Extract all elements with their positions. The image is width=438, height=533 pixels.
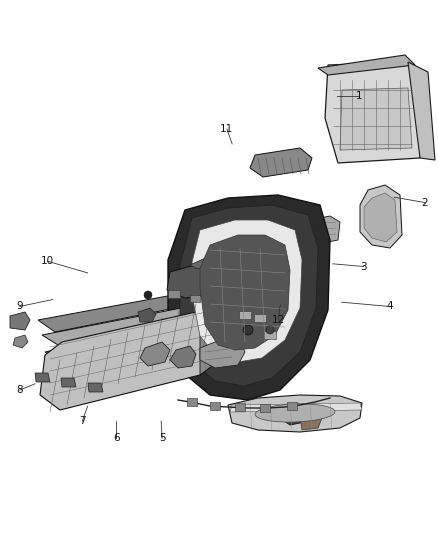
Polygon shape — [364, 193, 397, 242]
Polygon shape — [264, 331, 276, 339]
Circle shape — [266, 326, 274, 334]
Text: 2: 2 — [421, 198, 428, 207]
Polygon shape — [287, 402, 297, 410]
Text: 8: 8 — [16, 385, 23, 395]
Polygon shape — [210, 402, 220, 410]
Polygon shape — [250, 148, 312, 177]
Circle shape — [243, 325, 253, 335]
Polygon shape — [138, 308, 156, 322]
Polygon shape — [340, 88, 412, 150]
Polygon shape — [168, 195, 330, 400]
Text: 4: 4 — [386, 302, 393, 311]
Polygon shape — [254, 314, 266, 322]
Text: 11: 11 — [220, 124, 233, 134]
Text: 12: 12 — [272, 315, 285, 325]
Polygon shape — [239, 311, 251, 319]
Polygon shape — [408, 62, 435, 160]
Polygon shape — [35, 373, 50, 382]
Polygon shape — [45, 318, 218, 363]
Polygon shape — [318, 55, 415, 75]
Text: 10: 10 — [41, 256, 54, 266]
Polygon shape — [218, 250, 238, 263]
Text: 9: 9 — [16, 302, 23, 311]
Polygon shape — [190, 255, 225, 270]
Text: 3: 3 — [360, 262, 367, 271]
Polygon shape — [300, 412, 322, 430]
Polygon shape — [235, 403, 245, 411]
Polygon shape — [190, 295, 200, 302]
Polygon shape — [42, 304, 216, 345]
Ellipse shape — [255, 404, 335, 422]
Circle shape — [144, 291, 152, 299]
Polygon shape — [325, 62, 420, 163]
Polygon shape — [167, 265, 225, 298]
Text: 6: 6 — [113, 433, 120, 443]
Polygon shape — [180, 205, 318, 386]
Polygon shape — [280, 404, 308, 425]
Polygon shape — [192, 220, 302, 362]
Polygon shape — [200, 340, 245, 368]
Polygon shape — [200, 320, 220, 375]
Polygon shape — [61, 378, 76, 387]
Polygon shape — [13, 335, 28, 348]
Polygon shape — [228, 395, 362, 432]
Polygon shape — [10, 312, 30, 330]
Polygon shape — [200, 235, 290, 350]
Polygon shape — [38, 290, 215, 332]
Polygon shape — [40, 310, 220, 410]
Polygon shape — [230, 403, 362, 412]
Polygon shape — [88, 383, 103, 392]
Polygon shape — [308, 216, 340, 244]
Text: 1: 1 — [356, 91, 363, 101]
Text: 7: 7 — [79, 416, 86, 426]
Polygon shape — [187, 398, 197, 406]
Polygon shape — [170, 346, 196, 368]
Text: 5: 5 — [159, 433, 166, 443]
Polygon shape — [140, 342, 170, 366]
Polygon shape — [260, 404, 270, 412]
Polygon shape — [360, 185, 402, 248]
Polygon shape — [168, 290, 180, 298]
